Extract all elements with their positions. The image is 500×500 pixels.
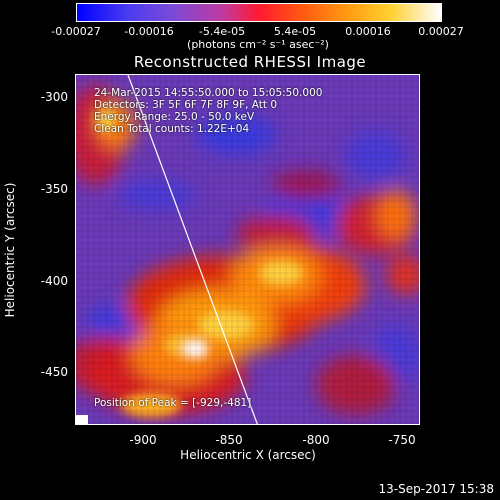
peak-position-label: Position of Peak = [-929,-481] <box>94 397 252 409</box>
colorbar-tick: -5.4e-05 <box>198 25 246 38</box>
x-tick-label: -800 <box>302 433 330 447</box>
colorbar-tick: 5.4e-05 <box>273 25 317 38</box>
colorbar-tick: -0.00016 <box>124 25 174 38</box>
info-line-time: 24-Mar-2015 14:55:50.000 to 15:05:50.000 <box>94 87 323 99</box>
colorbar-tick: 0.00027 <box>418 25 464 38</box>
heatmap-plot: 24-Mar-2015 14:55:50.000 to 15:05:50.000… <box>75 74 420 425</box>
footer-date: 13-Sep-2017 15:38 <box>378 482 494 496</box>
x-tick-label: -850 <box>215 433 243 447</box>
y-tick-label: -300 <box>40 90 68 104</box>
colorbar-tick: 0.00016 <box>345 25 391 38</box>
x-tick-label: -750 <box>388 433 416 447</box>
solar-limb-line <box>127 75 258 424</box>
x-tick-label: -900 <box>129 433 157 447</box>
colorbar-units: (photons cm⁻² s⁻¹ asec⁻²) <box>187 38 329 51</box>
peak-marker <box>76 415 88 424</box>
y-tick-label: -400 <box>40 274 68 288</box>
y-tick-label: -350 <box>40 182 68 196</box>
x-axis-label: Heliocentric X (arcsec) <box>180 448 316 462</box>
chart-title: Reconstructed RHESSI Image <box>133 53 367 71</box>
colorbar-tick: -0.00027 <box>51 25 101 38</box>
y-axis-label: Heliocentric Y (arcsec) <box>3 182 17 318</box>
info-line-energy: Energy Range: 25.0 - 50.0 keV <box>94 111 255 123</box>
info-line-detectors: Detectors: 3F 5F 6F 7F 8F 9F, Att 0 <box>94 99 278 111</box>
info-line-counts: Clean Total counts: 1.22E+04 <box>94 123 250 135</box>
y-tick-label: -450 <box>40 365 68 379</box>
colorbar <box>76 3 442 22</box>
heatmap-svg <box>76 75 419 424</box>
